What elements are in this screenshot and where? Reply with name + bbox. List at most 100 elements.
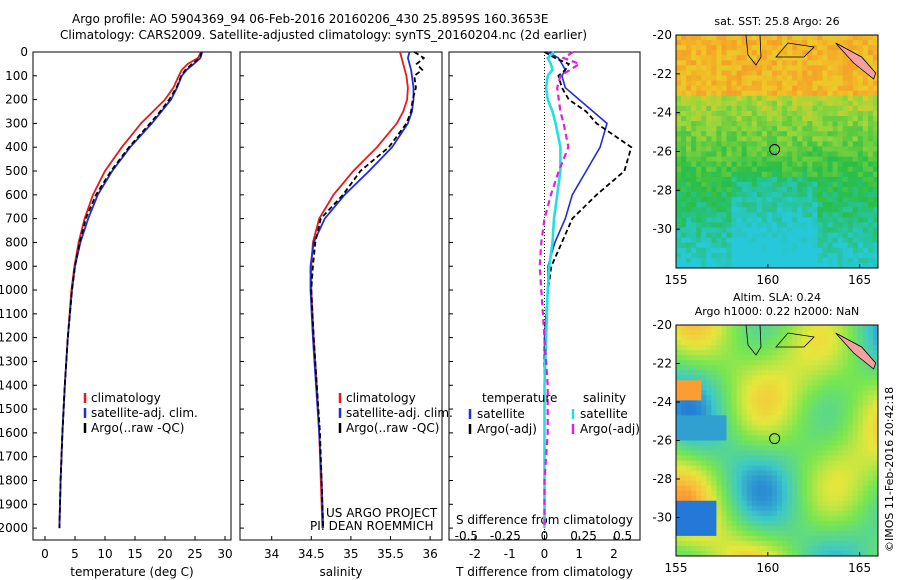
map-cell <box>827 136 833 142</box>
map-cell <box>782 355 788 361</box>
map-cell <box>852 151 859 157</box>
map-cell <box>787 390 793 396</box>
map-cell <box>812 475 818 482</box>
map-cell <box>686 192 692 198</box>
map-cell <box>797 425 803 431</box>
map-cell <box>797 202 803 208</box>
map-cell <box>787 430 793 436</box>
map-cell <box>721 237 727 244</box>
map-cell <box>787 470 793 477</box>
map-cell <box>837 430 844 436</box>
map-cell <box>812 217 818 223</box>
map-cell <box>872 395 879 401</box>
map-cell <box>787 121 793 127</box>
map-cell <box>812 146 818 152</box>
map-cell <box>681 40 687 46</box>
map-cell <box>726 410 732 416</box>
map-cell <box>766 40 773 46</box>
map-cell <box>681 247 687 254</box>
map-cell <box>787 405 793 411</box>
map-cell <box>756 490 763 497</box>
map-cell <box>766 166 773 173</box>
map-cell <box>777 460 783 467</box>
map-cell <box>837 181 844 188</box>
map-cell <box>817 380 823 386</box>
map-cell <box>847 202 854 208</box>
map-cell <box>792 212 798 218</box>
map-cell <box>771 95 778 102</box>
map-cell <box>782 410 788 416</box>
map-cell <box>766 181 773 188</box>
map-cell <box>812 95 818 102</box>
map-cell <box>736 156 743 163</box>
map-cell <box>771 535 778 542</box>
map-cell <box>797 126 803 132</box>
map-cell <box>817 65 823 71</box>
map-cell <box>731 450 737 456</box>
map-cell <box>872 227 879 233</box>
map-cell <box>736 222 743 228</box>
map-cell <box>686 510 692 517</box>
map-cell <box>857 330 864 336</box>
map-cell <box>726 510 732 517</box>
map-cell <box>721 340 727 346</box>
map-cell <box>716 197 722 203</box>
map-cell <box>726 121 732 127</box>
map-cell <box>872 100 879 107</box>
map-cell <box>686 335 692 341</box>
map-cell <box>701 70 707 76</box>
map-cell <box>686 95 692 102</box>
map-cell <box>746 141 753 147</box>
map-cell <box>701 202 707 208</box>
map-cell <box>872 116 879 122</box>
map-cell <box>777 207 783 213</box>
map-cell <box>741 156 748 163</box>
map-cell <box>711 257 717 264</box>
map-cell <box>766 217 773 223</box>
map-cell <box>807 330 813 336</box>
map-cell <box>777 126 783 132</box>
map-cell <box>812 141 818 147</box>
map-cell <box>691 50 697 56</box>
map-cell <box>706 525 712 532</box>
map-cell <box>832 325 838 331</box>
map-cell <box>837 176 844 183</box>
map-cell <box>782 151 788 157</box>
map-cell <box>766 35 773 41</box>
map-cell <box>676 75 682 81</box>
map-cell <box>761 151 768 157</box>
map-cell <box>726 485 732 492</box>
map-cell <box>766 262 773 269</box>
map-cell <box>731 540 737 547</box>
map-cell <box>822 345 828 351</box>
map-cell <box>857 365 864 371</box>
map-cell <box>802 425 808 431</box>
map-cell <box>696 370 702 376</box>
map-cell <box>726 252 732 259</box>
map-cell <box>676 540 682 547</box>
map-cell <box>867 222 874 228</box>
map-cell <box>681 80 687 87</box>
map-cell <box>756 365 763 371</box>
map-cell <box>862 136 869 142</box>
map-cell <box>842 440 849 446</box>
map-cell <box>817 202 823 208</box>
map-cell <box>726 330 732 336</box>
map-cell <box>852 80 859 87</box>
map-cell <box>792 355 798 361</box>
map-cell <box>832 400 838 406</box>
map-cell <box>792 237 798 244</box>
map-cell <box>716 470 722 477</box>
map-cell <box>862 95 869 102</box>
map-cell <box>701 460 707 467</box>
map-cell <box>807 340 813 346</box>
map-cell <box>787 95 793 102</box>
map-cell <box>686 355 692 361</box>
map-cell <box>847 80 854 87</box>
map-cell <box>867 465 874 472</box>
map-cell <box>827 450 833 456</box>
map-cell <box>731 247 737 254</box>
map-cell <box>797 60 803 66</box>
map-cell <box>766 515 773 522</box>
map-cell <box>847 262 854 269</box>
